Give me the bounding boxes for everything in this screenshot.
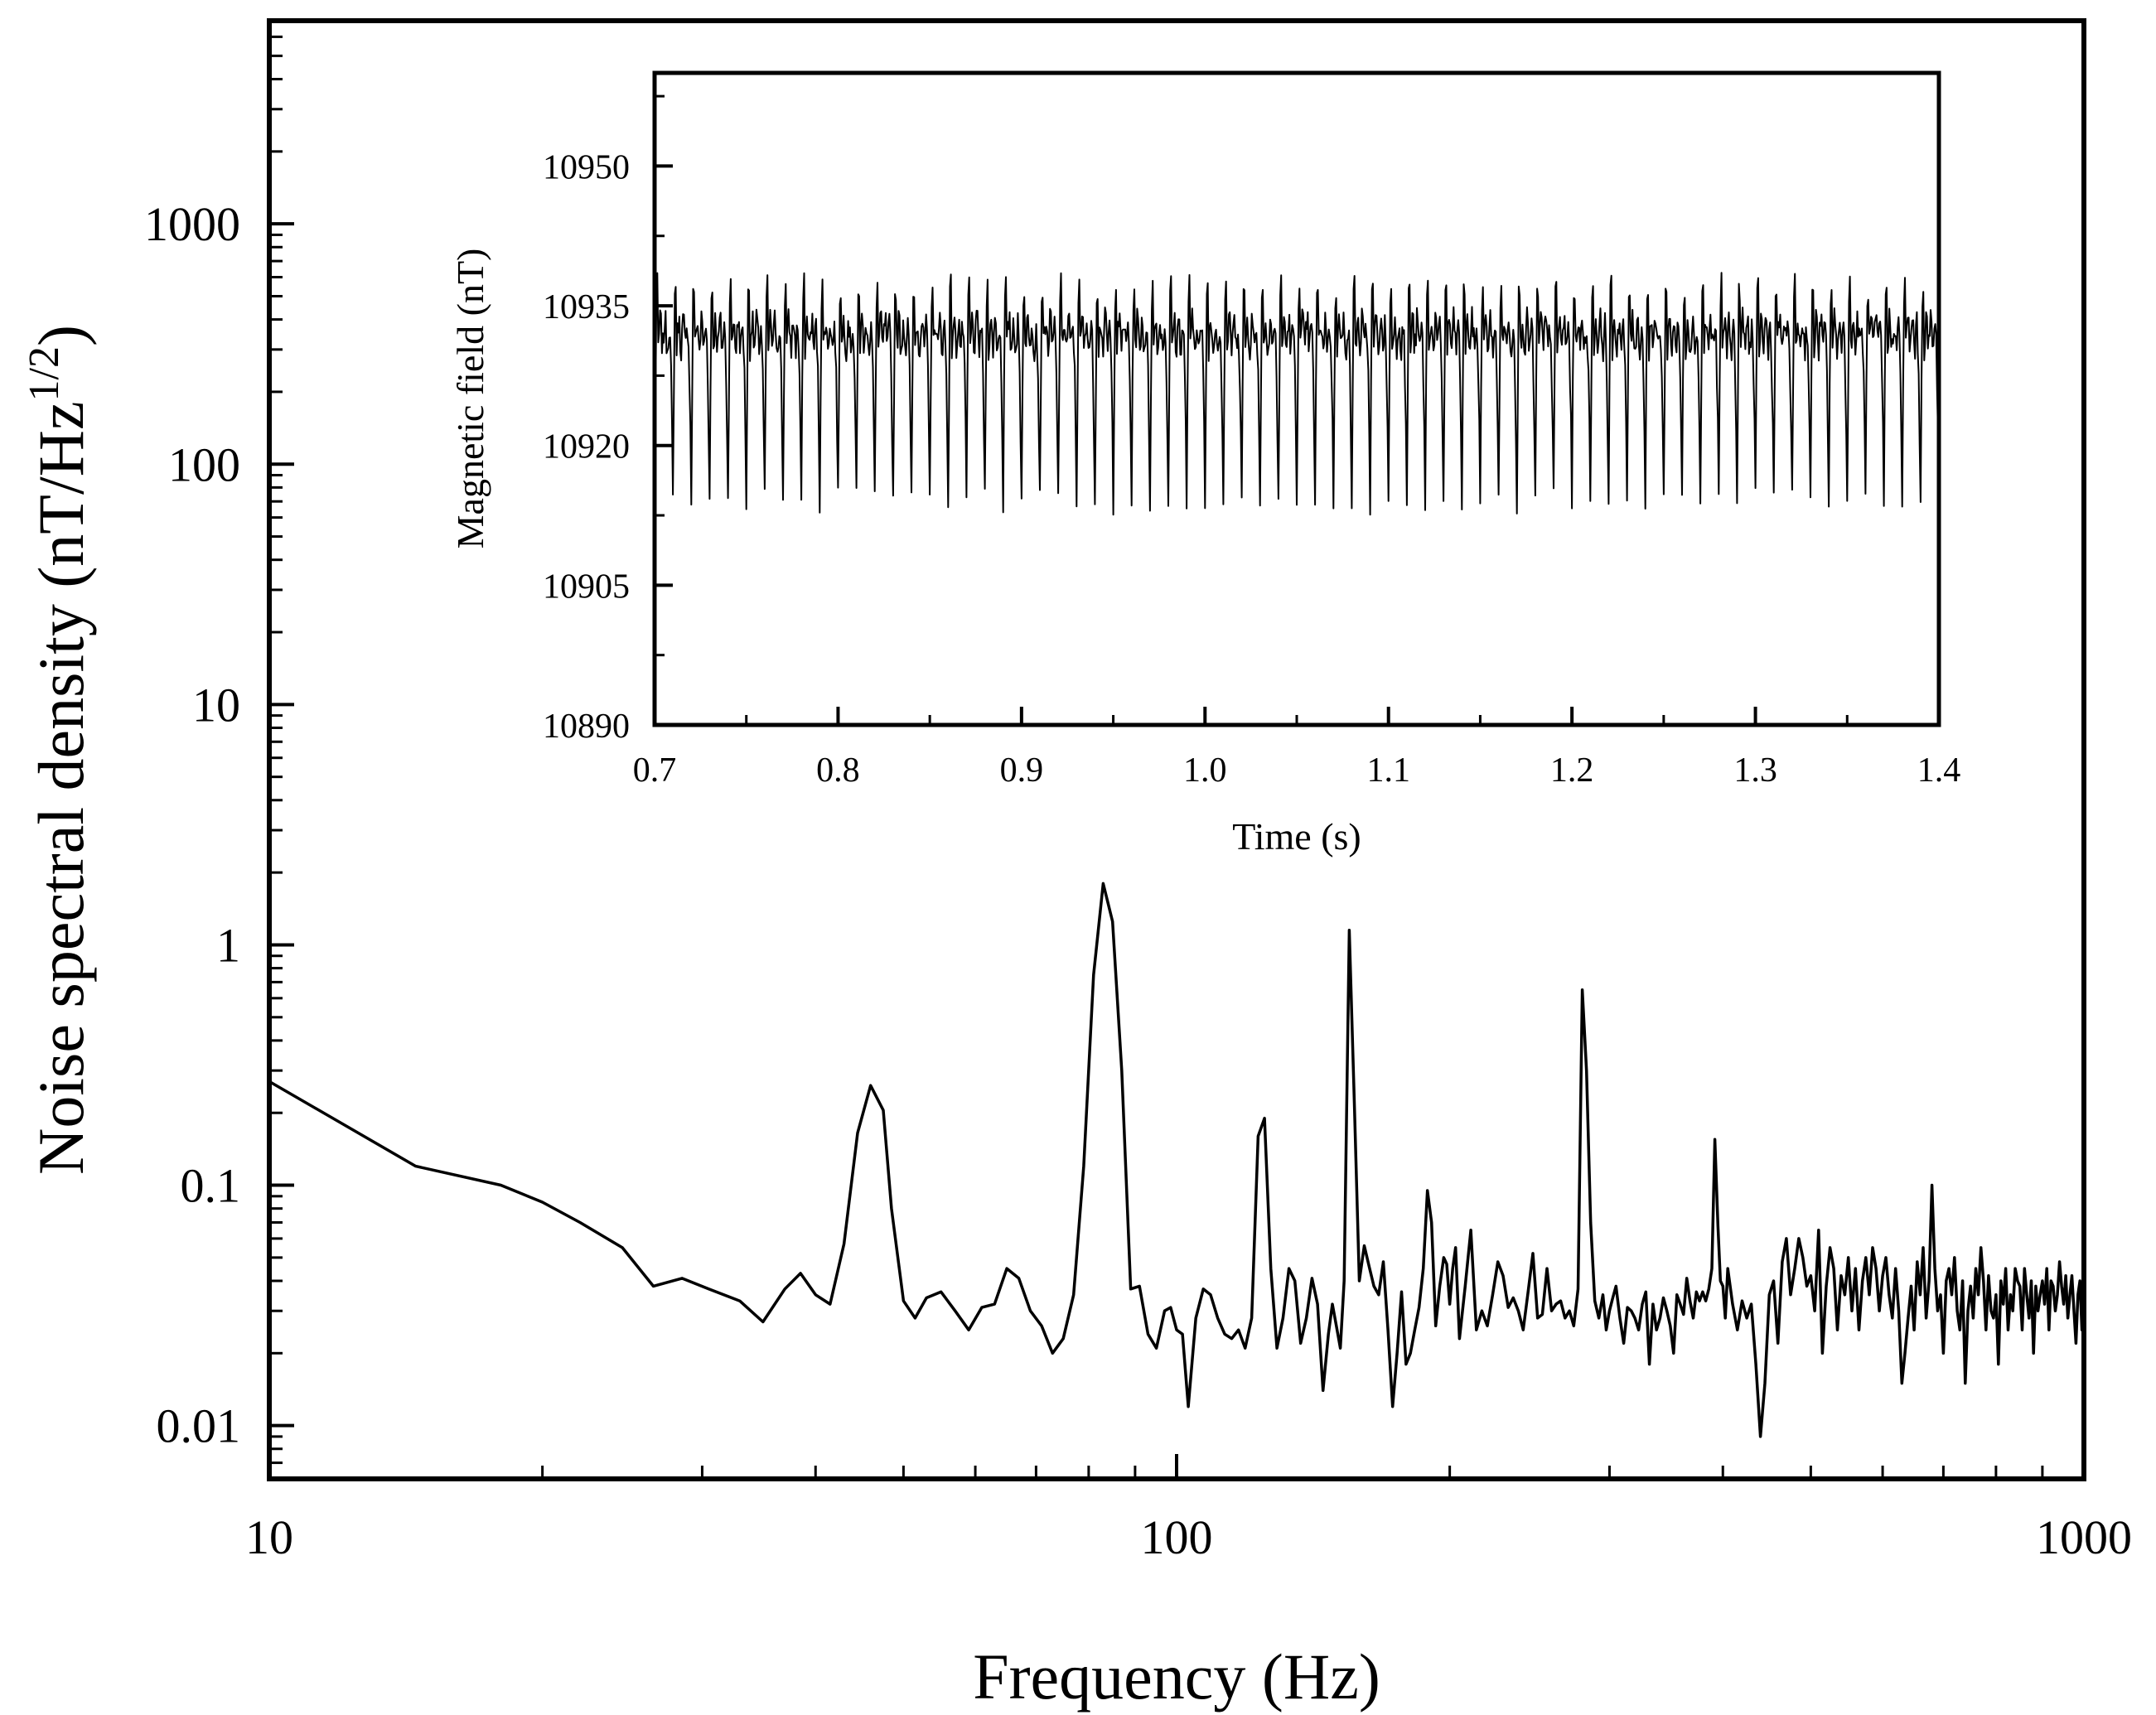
inset-x-ticks: 0.7 0.8 0.9 1.0 1.1 1.2 1.3 1.4 — [633, 707, 1961, 790]
inset-series-line — [654, 272, 1940, 516]
inset-x-tick-label: 1.4 — [1917, 751, 1961, 790]
inset-y-tick-label: 10905 — [543, 568, 630, 606]
inset-plot-frame — [652, 70, 1941, 727]
inset-y-tick-label: 10920 — [543, 428, 630, 466]
main-x-ticks: 10 100 1000 — [245, 1454, 2132, 1564]
inset-y-tick-label: 10890 — [543, 708, 630, 746]
main-y-tick-label: 10 — [192, 678, 240, 732]
main-y-tick-label: 1000 — [144, 197, 240, 251]
inset-y-tick-label: 10950 — [543, 148, 630, 186]
inset-x-tick-label: 0.8 — [816, 751, 860, 790]
inset-x-tick-label: 0.9 — [1000, 751, 1044, 790]
main-y-tick-label: 0.01 — [157, 1399, 241, 1453]
main-series-line — [268, 882, 2086, 1438]
inset-y-ticks: 10890 10905 10920 10935 10950 — [543, 94, 673, 746]
inset-chart: 0.7 0.8 0.9 1.0 1.1 1.2 1.3 1.4 10890 10905 10920… — [449, 70, 1961, 858]
inset-x-axis-label: Time (s) — [1232, 815, 1361, 858]
main-y-axis-label-text: Noise spectral density (nT/Hz — [25, 401, 97, 1175]
inset-x-tick-label: 1.2 — [1550, 751, 1594, 790]
main-x-axis-label: Frequency (Hz) — [973, 1640, 1380, 1713]
main-x-tick-label: 1000 — [2036, 1510, 2132, 1564]
main-x-tick-label: 10 — [245, 1510, 293, 1564]
inset-x-tick-label: 0.7 — [633, 751, 677, 790]
inset-x-tick-label: 1.0 — [1183, 751, 1227, 790]
inset-x-tick-label: 1.3 — [1733, 751, 1777, 790]
main-y-tick-label: 1 — [216, 918, 240, 972]
main-chart: 10 100 1000 0.01 0.1 1 10 100 1000 Frequency (H… — [21, 18, 2132, 1713]
main-y-tick-label: 0.1 — [181, 1159, 241, 1213]
inset-background — [655, 73, 1939, 725]
main-y-axis-label: Noise spectral density (nT/Hz1/2) — [21, 325, 97, 1175]
main-y-axis-label-superscript: 1/2 — [21, 346, 68, 401]
inset-x-tick-label: 1.1 — [1366, 751, 1410, 790]
main-x-tick-label: 100 — [1141, 1510, 1213, 1564]
main-y-tick-label: 100 — [168, 437, 240, 491]
main-y-ticks: 0.01 0.1 1 10 100 1000 — [144, 19, 294, 1481]
inset-y-tick-label: 10935 — [543, 288, 630, 326]
inset-y-axis-label: Magnetic field (nT) — [449, 249, 491, 549]
main-y-axis-label-closing: ) — [25, 325, 97, 346]
